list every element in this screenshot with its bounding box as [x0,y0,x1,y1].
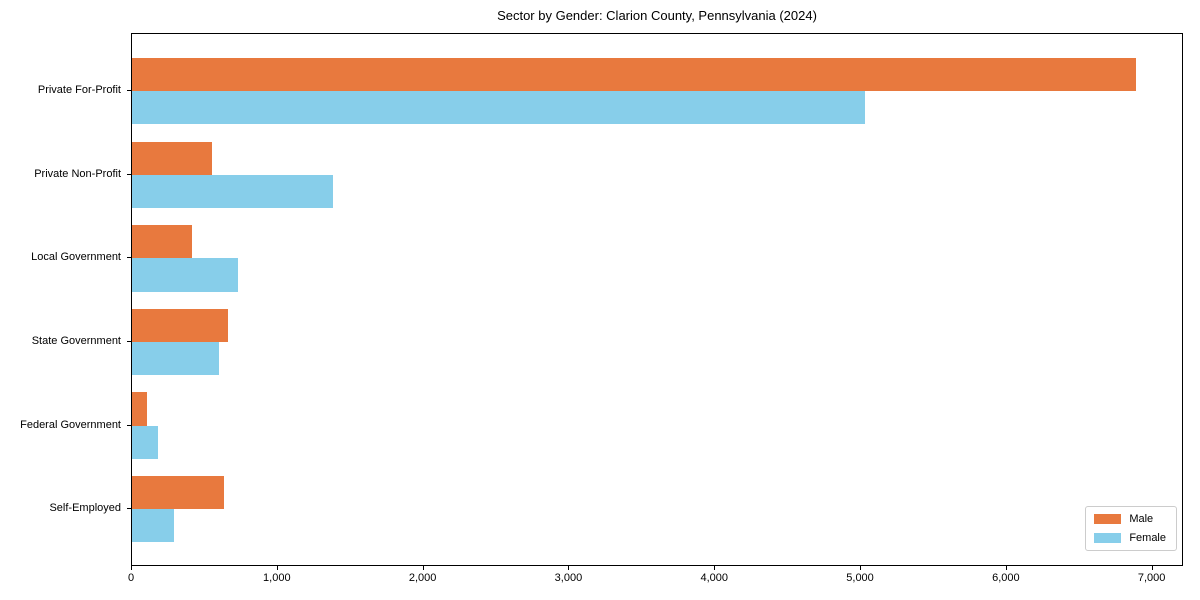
y-axis-category-label: Local Government [31,251,121,264]
bar-male-2 [132,141,213,175]
x-axis-tick [714,566,716,570]
x-axis-tick-label: 2,000 [408,572,437,584]
x-axis-tick-label: 1,000 [263,572,291,584]
legend-swatch-female [1094,533,1122,543]
legend-swatch-male [1094,514,1122,524]
plot-area: Male Female [131,33,1183,566]
y-axis-category-label: Federal Government [20,418,121,431]
y-axis-tick [127,508,131,510]
bar-female-2 [132,174,333,208]
bar-male-6 [132,476,224,510]
y-axis-category-label: State Government [31,335,121,347]
bar-male-3 [132,225,192,259]
y-axis-tick [127,173,131,175]
x-axis-tick-label: 5,000 [846,572,874,584]
bar-male-5 [132,392,147,426]
x-axis-tick [568,566,570,570]
x-axis-tick [276,566,278,570]
y-axis-category-label: Private For-Profit [37,84,121,97]
y-axis-tick [127,341,131,342]
chart-title: Sector by Gender: Clarion County, Pennsy… [497,8,817,23]
y-axis-category-label: Self-Employed [49,502,121,515]
legend-item-female: Female [1094,532,1166,544]
x-axis-tick-label: 0 [127,572,135,584]
x-axis-tick [860,566,862,570]
y-axis-tick [127,424,131,426]
x-axis-tick-label: 7,000 [1137,572,1166,584]
bar-female-1 [132,91,866,125]
x-axis-tick [1151,566,1153,570]
bar-male-4 [132,308,229,342]
y-axis-tick [127,257,131,259]
legend: Male Female [1085,506,1177,551]
x-axis-tick-label: 6,000 [992,572,1020,584]
y-axis-tick [127,90,131,92]
x-axis-tick-label: 4,000 [700,572,728,584]
bar-female-6 [132,509,175,543]
x-axis-tick-label: 3,000 [554,572,583,584]
x-axis-tick [422,566,424,570]
y-axis-category-label: Private Non-Profit [34,167,121,180]
bar-male-1 [132,58,1137,92]
legend-label: Male [1129,513,1154,525]
bar-female-4 [132,342,220,376]
x-axis-tick [1005,566,1007,570]
x-axis-tick [131,566,132,570]
bar-female-5 [132,425,159,459]
legend-label: Female [1129,532,1166,544]
bar-female-3 [132,258,239,292]
legend-item-male: Male [1094,513,1166,525]
